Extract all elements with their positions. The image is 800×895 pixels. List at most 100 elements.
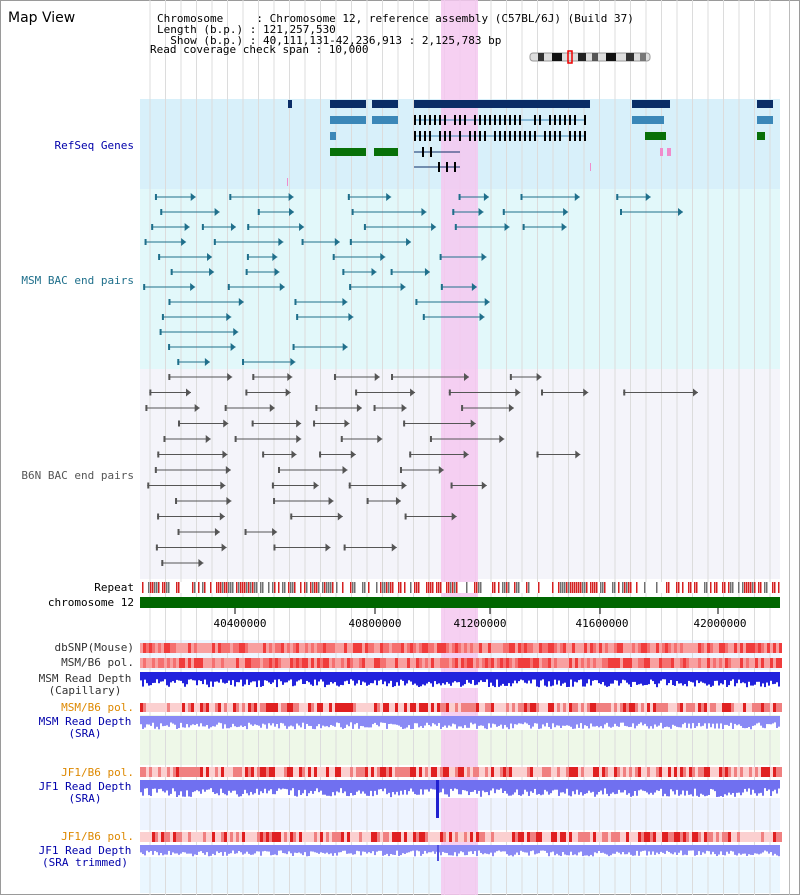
depth-bar (760, 780, 762, 793)
depth-bar (684, 845, 686, 855)
depth-bar (358, 672, 360, 681)
heat-cell (665, 643, 668, 653)
heat-cell (770, 832, 773, 842)
heat-cell (710, 643, 713, 653)
depth-bar (504, 845, 506, 852)
depth-bar (324, 672, 326, 688)
heat-cell (401, 643, 404, 653)
refseq-genes[interactable] (287, 100, 773, 186)
heat-cell (617, 658, 620, 668)
depth-bar (560, 672, 562, 686)
depth-bar (690, 845, 692, 851)
depth-bar (530, 716, 532, 729)
depth-bar (564, 780, 566, 794)
gene-feature (330, 132, 336, 140)
bac-end (290, 513, 293, 520)
depth-bar (628, 780, 630, 794)
depth-bar (308, 716, 310, 726)
depth-bar (316, 845, 318, 853)
bac-end (175, 498, 178, 504)
heat-cell (203, 703, 206, 712)
depth-bar (308, 845, 310, 857)
heat-cell (527, 832, 530, 842)
heat-cell (194, 643, 197, 653)
depth-bar (342, 716, 344, 729)
depth-bar (530, 845, 532, 852)
repeat-mark (528, 582, 530, 593)
track-label-b6n-bac[interactable]: B6N BAC end pairs (21, 469, 134, 482)
chromosome-ideogram[interactable] (529, 50, 651, 64)
depth-bar (226, 780, 228, 796)
highlight-region[interactable] (441, 0, 478, 895)
repeat-mark (454, 582, 456, 593)
depth-bar (660, 845, 662, 852)
depth-bar (402, 845, 404, 854)
ideogram-band (552, 53, 562, 61)
heat-cell (143, 767, 146, 777)
bac-end-arrow (328, 497, 334, 505)
heat-cell (185, 767, 188, 777)
heat-cell (299, 643, 302, 653)
depth-bar (270, 716, 272, 726)
repeat-mark (382, 582, 384, 593)
depth-bar (570, 845, 572, 852)
depth-bar (702, 780, 704, 795)
depth-bar (374, 716, 376, 723)
repeat-mark (350, 582, 352, 593)
bac-end (403, 420, 406, 427)
depth-bar (448, 845, 450, 856)
heat-cell (191, 832, 194, 842)
track-label-msm-bac[interactable]: MSM BAC end pairs (21, 274, 134, 287)
depth-bar (284, 780, 286, 789)
heat-cell (242, 703, 245, 712)
depth-bar (412, 672, 414, 685)
depth-bar (500, 845, 502, 852)
heat-cell (716, 832, 719, 842)
depth-bar (720, 845, 722, 852)
depth-bar (330, 780, 332, 797)
bac-end-arrow (291, 450, 297, 459)
heat-cell (179, 832, 182, 842)
depth-bar (606, 672, 608, 687)
depth-bar (640, 780, 642, 790)
heat-cell (632, 703, 635, 712)
repeat-mark (284, 582, 286, 593)
gene-exon (439, 115, 441, 125)
depth-bar (604, 780, 606, 789)
depth-bar (172, 672, 174, 682)
depth-bar (302, 845, 304, 856)
depth-bar (396, 672, 398, 683)
b6n-bac-pairs[interactable] (145, 373, 698, 567)
depth-bar (764, 672, 766, 688)
depth-bar (560, 716, 562, 728)
bac-end (252, 374, 255, 380)
depth-bar (382, 716, 384, 723)
heat-cell (581, 643, 584, 653)
repeat-mark (262, 582, 264, 593)
depth-bar (446, 780, 448, 795)
heat-cell (305, 767, 308, 777)
heat-cell (293, 767, 296, 777)
depth-bar (236, 845, 238, 854)
chromosome-bar (140, 597, 780, 608)
heat-cell (512, 703, 515, 712)
bac-end-arrow (481, 481, 487, 490)
depth-bar (760, 845, 762, 854)
depth-bar (282, 780, 284, 789)
depth-bar (248, 672, 250, 685)
depth-bar (254, 845, 256, 854)
depth-bar (176, 845, 178, 854)
depth-bar (216, 845, 218, 852)
heat-cell (419, 643, 422, 653)
msm-bac-pairs[interactable] (143, 193, 684, 366)
track-label-refseq[interactable]: RefSeq Genes (54, 139, 134, 152)
repeat-mark (560, 582, 562, 593)
depth-bar (240, 672, 242, 680)
depth-bar (390, 716, 392, 724)
depth-bar (456, 845, 458, 857)
depth-bar (396, 845, 398, 851)
heat-cell (698, 832, 701, 842)
heat-cell (731, 832, 734, 842)
depth-bar (212, 780, 214, 793)
